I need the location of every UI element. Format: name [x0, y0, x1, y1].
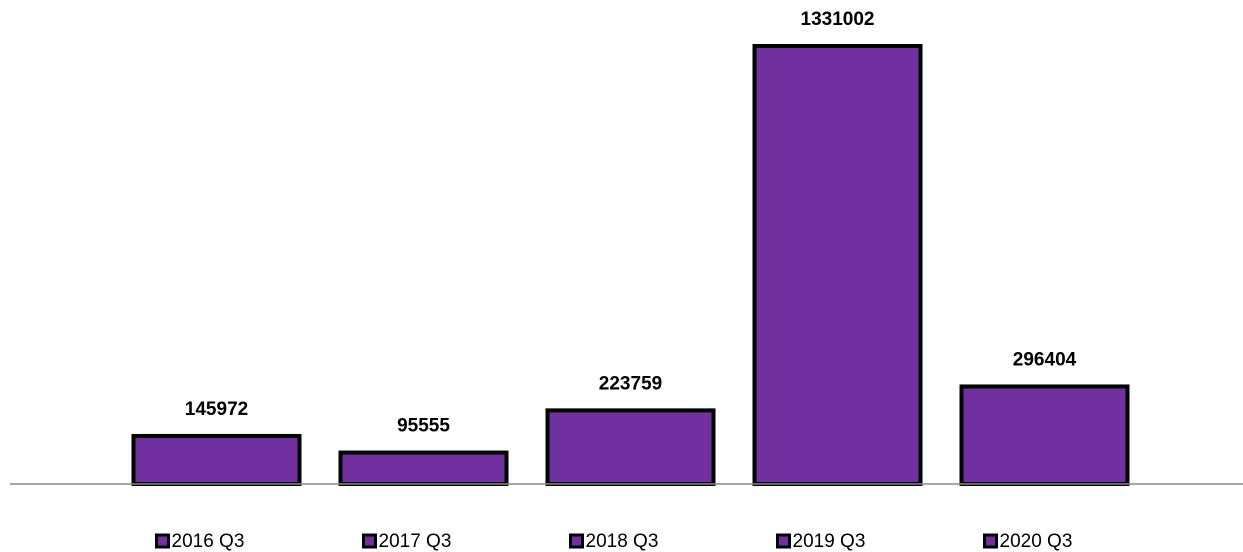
legend-swatch: [776, 533, 791, 549]
legend-label: 2019 Q3: [793, 531, 866, 552]
legend-label: 2016 Q3: [172, 531, 245, 552]
legend-label: 2017 Q3: [379, 531, 452, 552]
bar: [131, 433, 302, 486]
data-label: 296404: [1013, 349, 1077, 370]
data-label: 95555: [397, 416, 450, 437]
data-label: 1331002: [801, 9, 875, 30]
legend-swatch: [155, 533, 170, 549]
bar: [338, 450, 509, 486]
bar: [959, 384, 1130, 486]
bar: [752, 44, 923, 486]
data-label: 223759: [599, 373, 662, 394]
legend-label: 2018 Q3: [586, 531, 659, 552]
data-label: 145972: [185, 399, 248, 420]
bar: [545, 408, 716, 486]
legend-label: 2020 Q3: [1000, 531, 1073, 552]
legend-swatch: [569, 533, 584, 549]
legend-swatch: [362, 533, 377, 549]
legend-swatch: [983, 533, 998, 549]
